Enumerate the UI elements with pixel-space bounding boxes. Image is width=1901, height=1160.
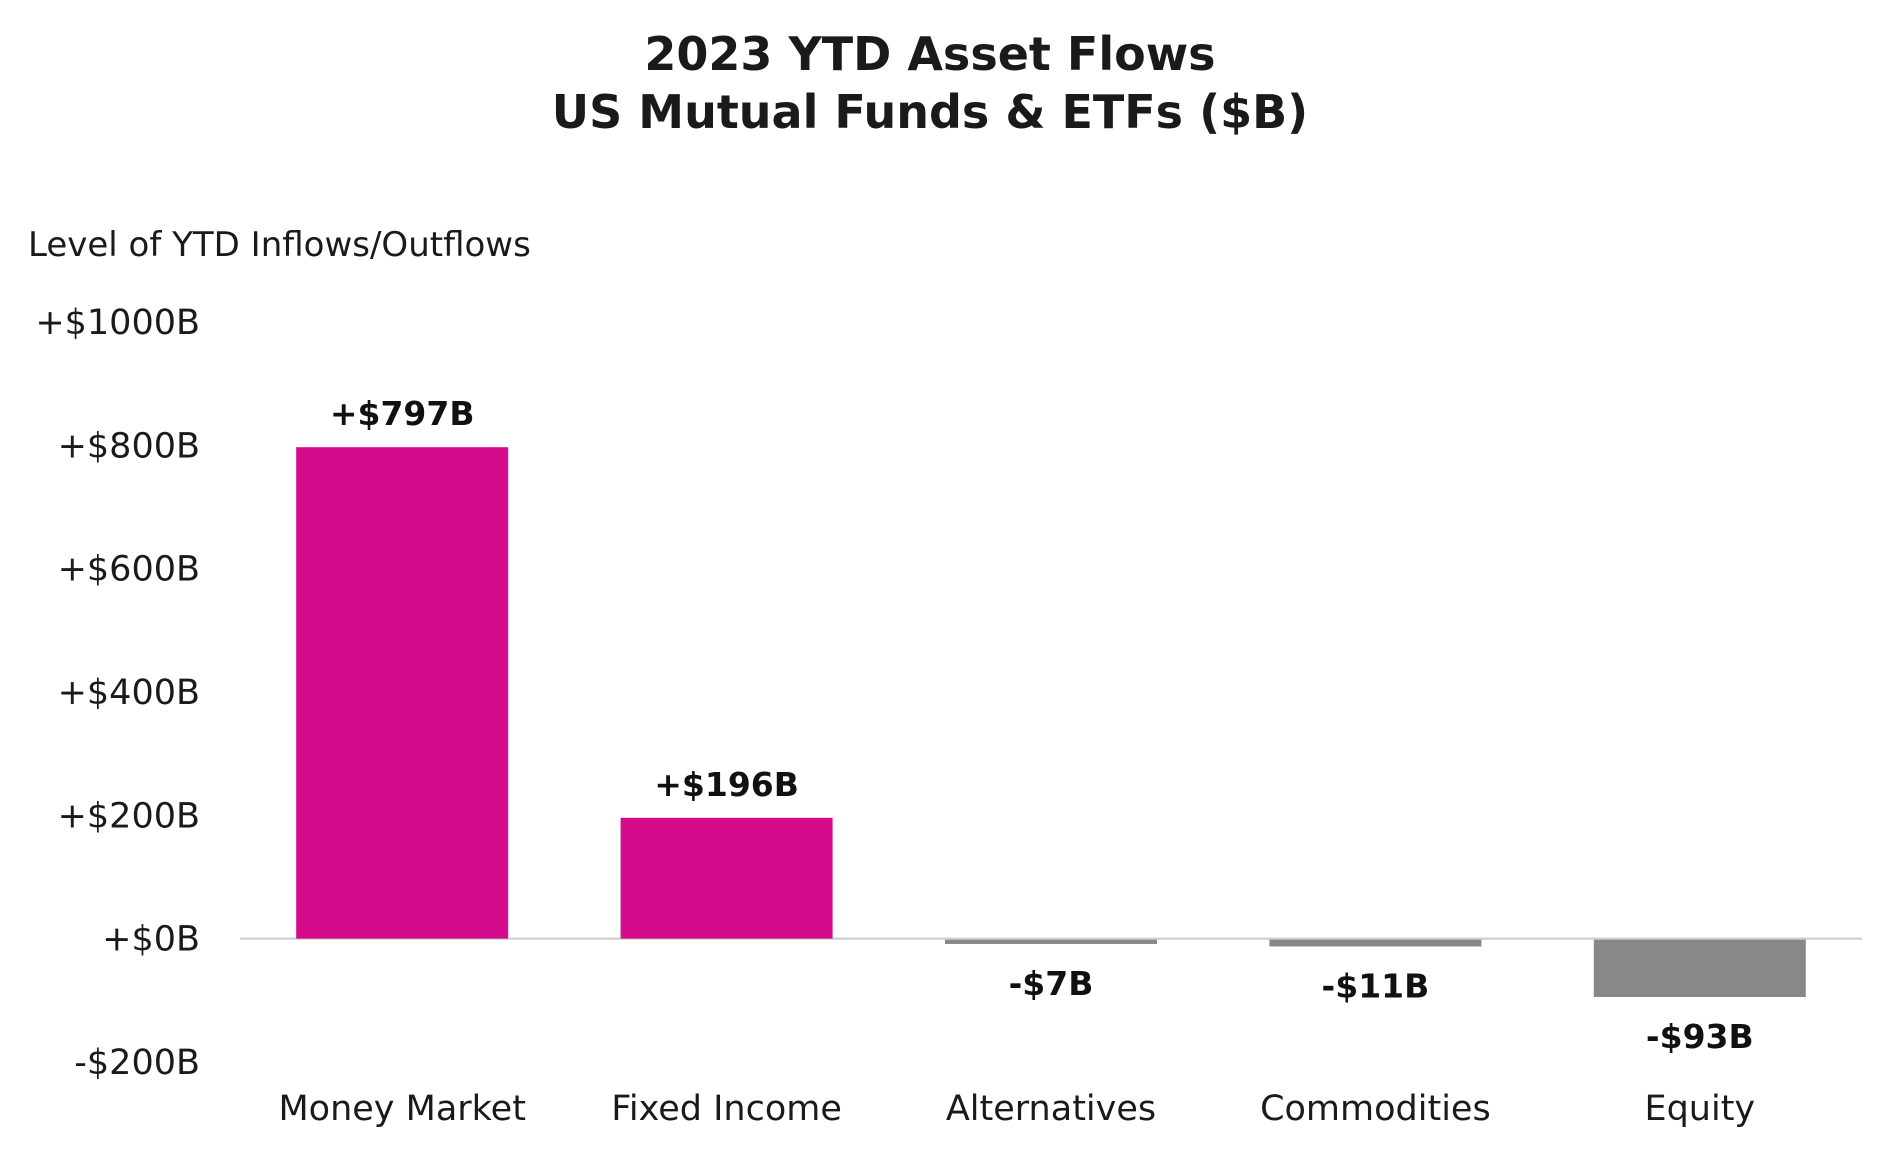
y-tick-label: +$800B [58,426,200,466]
category-label: Money Market [278,1089,525,1129]
bar [620,817,833,939]
category-label: Fixed Income [611,1089,842,1129]
data-label: -$93B [1646,1017,1754,1056]
y-tick-label: +$400B [58,673,200,713]
y-axis-ticks: +$1000B +$800B +$600B +$400B +$200B +$0B -$200… [35,303,200,1083]
y-tick-label: -$200B [74,1043,200,1083]
y-axis-label: Level of YTD Inflows/Outflows [28,225,531,265]
category-label: Commodities [1260,1089,1491,1129]
y-tick-label: +$200B [58,796,200,836]
category-labels: Money Market Fixed Income Alternatives Comm… [278,1089,1755,1129]
data-label: +$797B [330,394,475,433]
y-tick-label: +$1000B [35,303,200,343]
data-label: +$196B [654,765,799,804]
chart-subtitle: US Mutual Funds & ETFs ($B) [552,85,1308,139]
bars [296,447,1806,998]
category-label: Equity [1644,1089,1755,1129]
category-label: Alternatives [946,1089,1156,1129]
y-tick-label: +$0B [102,920,200,960]
data-label: -$11B [1322,966,1430,1005]
y-tick-label: +$600B [58,550,200,590]
data-labels: +$797B +$196B -$7B -$11B -$93B [330,394,1754,1056]
bar [1593,939,1806,998]
bar [945,939,1157,944]
data-label: -$7B [1009,964,1094,1003]
bar [1269,939,1482,947]
chart-title: 2023 YTD Asset Flows [644,27,1215,81]
bar [296,447,509,939]
